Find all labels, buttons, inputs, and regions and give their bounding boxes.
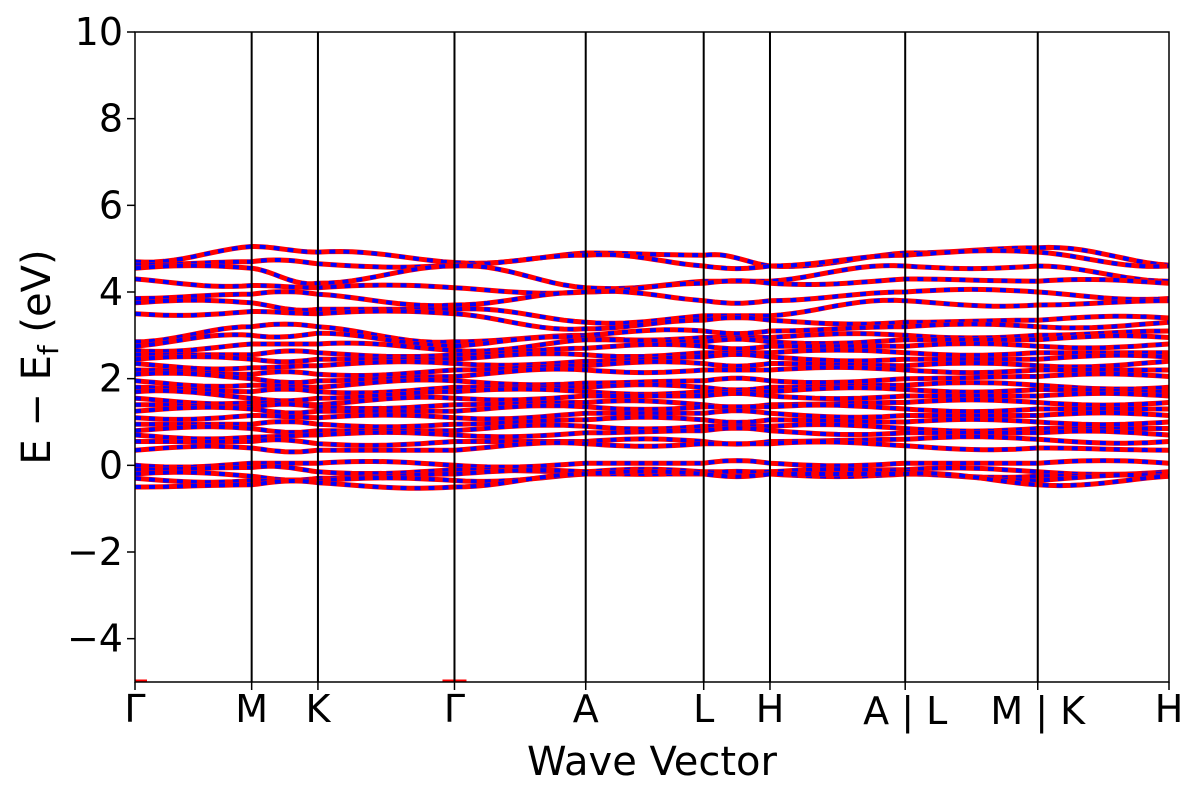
- band-line-up: [135, 248, 1169, 272]
- band-line-up: [135, 439, 1169, 455]
- band-line-up: [135, 347, 1169, 365]
- band-line-up: [135, 434, 1169, 448]
- band-line-up: [135, 364, 1169, 385]
- band-line-up: [135, 308, 1169, 332]
- y-axis-title: E − Ef (eV): [14, 249, 65, 464]
- band-line-up: [135, 397, 1169, 411]
- y-tick-label: 8: [99, 97, 123, 141]
- y-axis-title-unit: (eV): [14, 249, 60, 345]
- x-tick-label: L: [693, 687, 714, 731]
- band-line-up: [135, 458, 1169, 470]
- y-axis-title-main: E − E: [14, 355, 60, 465]
- band-line-up: [135, 408, 1169, 422]
- bands-layer: [135, 244, 1169, 682]
- band-line-up: [135, 380, 1169, 396]
- x-tick-label: Γ: [124, 687, 145, 731]
- x-tick-label: H: [1155, 687, 1184, 731]
- band-line-up: [135, 402, 1169, 416]
- kpoint-lines-layer: [250, 32, 1039, 682]
- band-line-up: [135, 414, 1169, 430]
- x-tick-label: A | L: [863, 689, 947, 734]
- x-tick-label: H: [756, 687, 785, 731]
- y-axis: −4 −2 0 2 4 6 8 10: [67, 10, 135, 661]
- y-tick-label: 2: [99, 357, 123, 401]
- y-tick-label: −2: [67, 530, 123, 574]
- x-axis-title: Wave Vector: [527, 739, 778, 785]
- y-tick-label: 4: [99, 270, 123, 314]
- band-line-up: [135, 276, 1169, 296]
- x-tick-label: Γ: [444, 687, 465, 731]
- x-tick-label: K: [305, 687, 331, 731]
- plot-frame: [134, 31, 1170, 683]
- x-tick-label: A: [573, 687, 599, 731]
- band-line-up: [135, 468, 1169, 491]
- x-tick-label: M: [235, 687, 268, 731]
- band-line-up: [135, 319, 1169, 345]
- y-tick-label: 0: [99, 443, 123, 487]
- band-line-up: [135, 297, 1169, 326]
- band-line-up: [135, 333, 1169, 354]
- y-axis-title-sub: f: [32, 344, 65, 355]
- y-tick-label: 6: [99, 183, 123, 227]
- y-tick-label: 10: [75, 10, 123, 54]
- band-line-down: [135, 263, 1169, 291]
- band-line-up: [135, 286, 1169, 309]
- x-tick-label: M | K: [990, 689, 1086, 734]
- band-line-up: [135, 358, 1169, 378]
- band-line-up: [135, 341, 1169, 359]
- band-line-up: [135, 425, 1169, 442]
- band-line-up: [135, 351, 1169, 372]
- y-tick-label: −4: [67, 617, 123, 661]
- band-line-up: [135, 371, 1169, 390]
